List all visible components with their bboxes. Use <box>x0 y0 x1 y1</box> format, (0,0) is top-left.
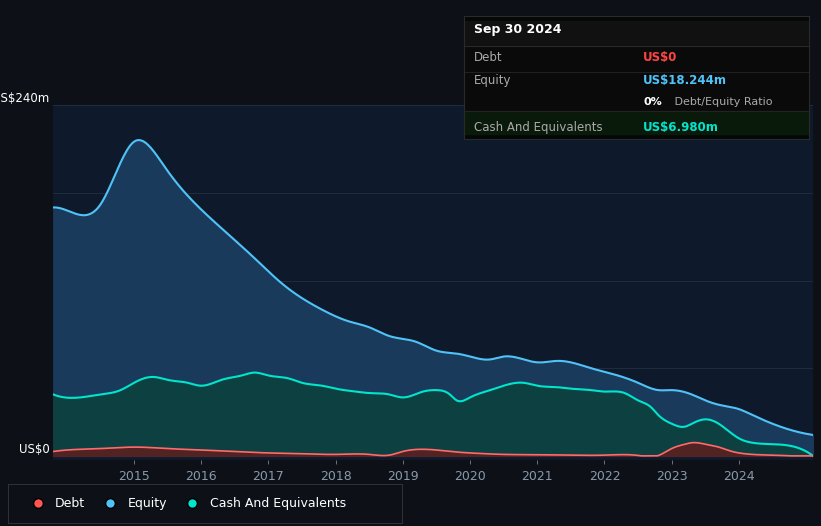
Text: US$18.244m: US$18.244m <box>643 74 727 87</box>
Bar <box>464 22 809 46</box>
Text: Debt/Equity Ratio: Debt/Equity Ratio <box>671 97 773 107</box>
Bar <box>464 72 809 112</box>
Text: Cash And Equivalents: Cash And Equivalents <box>475 120 603 134</box>
Bar <box>464 46 809 72</box>
Text: US$0: US$0 <box>643 50 677 64</box>
Text: Equity: Equity <box>475 74 511 87</box>
Text: US$240m: US$240m <box>0 92 49 105</box>
Text: 0%: 0% <box>643 97 662 107</box>
Text: US$6.980m: US$6.980m <box>643 120 719 134</box>
Legend: Debt, Equity, Cash And Equivalents: Debt, Equity, Cash And Equivalents <box>21 492 351 515</box>
Text: Debt: Debt <box>475 50 502 64</box>
Text: US$0: US$0 <box>19 443 49 456</box>
Bar <box>464 112 809 134</box>
Text: Sep 30 2024: Sep 30 2024 <box>475 23 562 36</box>
